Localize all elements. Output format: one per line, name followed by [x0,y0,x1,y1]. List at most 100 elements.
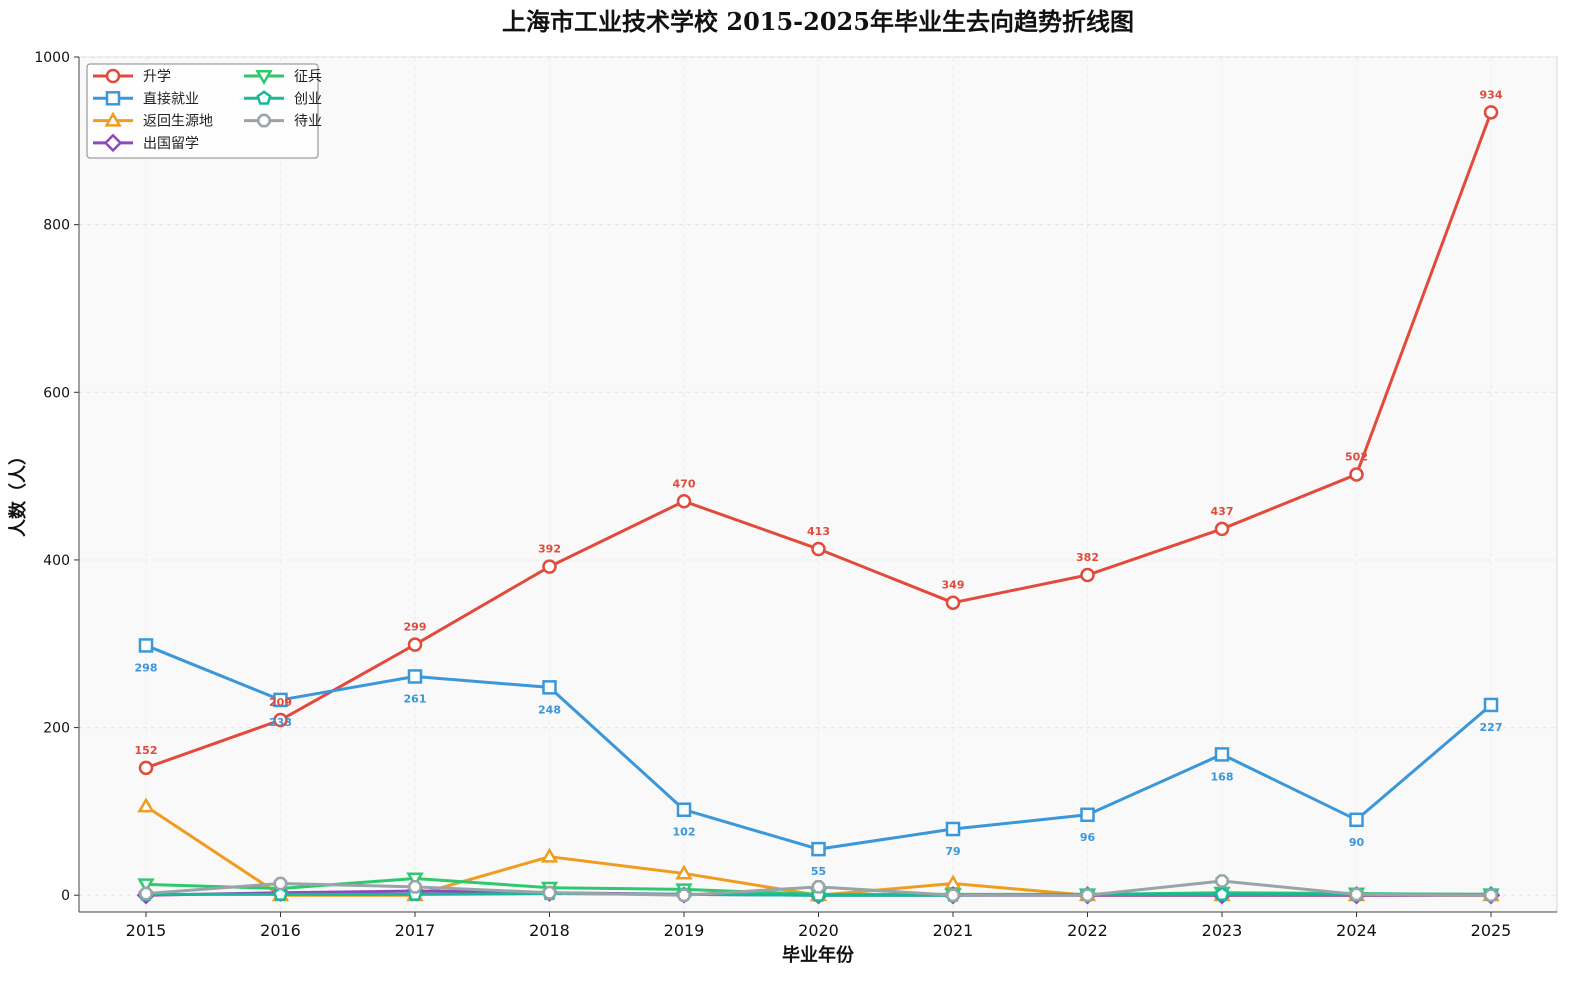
data-point [1214,886,1230,901]
data-label: 102 [673,826,696,839]
x-tick-label: 2019 [664,921,705,940]
data-point [945,821,961,837]
data-label: 392 [538,543,561,556]
data-point [1349,467,1364,482]
data-point [1080,888,1095,903]
data-label: 261 [404,692,427,705]
x-tick-label: 2018 [529,921,570,940]
data-point [811,541,826,557]
x-tick-label: 2024 [1336,921,1377,940]
data-point [1215,874,1229,888]
data-point [540,847,559,863]
legend-label: 创业 [294,91,322,107]
legend-marker [105,91,121,106]
data-label: 96 [1080,831,1096,844]
data-point [811,841,826,857]
data-label: 934 [1480,88,1503,101]
chart-title: 上海市工业技术学校 2015-2025年毕业生去向趋势折线图 [502,7,1134,36]
data-label: 55 [811,865,826,878]
data-point [945,595,961,610]
legend-marker [104,111,122,127]
data-point [408,880,422,894]
data-label: 248 [538,703,561,716]
data-label: 298 [135,661,158,674]
axes: 0 200 400 600 800 1000 2015 2016 2017 2018 2019 202… [34,50,1557,940]
data-point [137,878,155,894]
data-label: 233 [269,716,292,729]
data-point [407,637,423,652]
legend-marker [257,113,271,128]
data-point [542,680,557,695]
data-point [273,692,288,708]
data-point [542,559,557,574]
x-tick-label: 2025 [1471,921,1512,940]
x-tick-label: 2016 [260,921,301,940]
x-tick-label: 2022 [1067,921,1108,940]
legend-item: 征兵 [244,69,322,85]
data-label: 299 [404,621,427,634]
series-6 [139,874,1498,903]
data-label: 349 [942,579,965,592]
data-point [1349,812,1364,828]
legend-item: 出国留学 [93,133,199,153]
y-tick-label: 800 [43,218,70,234]
data-label: 227 [1480,721,1503,734]
data-point [676,802,692,817]
legend-label: 直接就业 [143,90,199,107]
legend-label: 升学 [143,69,171,85]
series-lines [136,105,1501,905]
data-label: 152 [135,744,158,757]
data-point [1349,887,1364,902]
data-point [406,872,424,888]
x-tick-label: 2017 [395,921,436,940]
data-label: 209 [269,696,292,709]
data-point [138,638,154,653]
data-point [1080,807,1095,823]
grid-lines [79,56,1557,912]
data-point [1484,888,1498,903]
legend-item: 升学 [93,68,171,85]
y-tick-label: 0 [61,888,70,904]
legend-item: 待业 [244,114,322,130]
data-point [675,864,693,880]
x-tick-label: 2015 [126,921,167,940]
data-label: 382 [1076,551,1099,564]
data-point [542,885,557,900]
y-axis-label: 人数（人） [7,447,29,537]
x-tick-label: 2023 [1202,921,1243,940]
data-label: 470 [673,477,696,490]
data-label: 79 [945,845,960,858]
data-point [1214,747,1230,762]
data-point [273,712,288,728]
data-label: 90 [1349,836,1365,849]
x-tick-label: 2020 [798,921,839,940]
legend-marker [105,68,121,84]
data-label: 502 [1345,450,1368,463]
series-0 [138,105,1499,776]
data-point [272,886,289,901]
legend-marker [103,133,123,153]
data-label: 413 [807,525,830,538]
legend-label: 返回生源地 [143,114,213,130]
legend-item: 返回生源地 [93,111,213,130]
legend-label: 出国留学 [143,136,199,152]
legend-marker [255,70,273,85]
legend-label: 待业 [294,114,322,130]
legend-label: 征兵 [294,69,322,85]
y-tick-label: 400 [43,553,70,569]
data-point [139,886,153,901]
legend-item: 创业 [244,90,322,107]
data-label: 168 [1211,770,1234,783]
data-label: 437 [1211,505,1234,518]
data-point [1080,567,1095,583]
data-point [1483,697,1499,713]
data-point [677,888,691,903]
data-point [137,797,155,813]
x-axis-label: 毕业年份 [782,944,855,966]
legend-item: 直接就业 [93,90,199,107]
legend-box [86,63,319,159]
x-tick-label: 2021 [933,921,974,940]
